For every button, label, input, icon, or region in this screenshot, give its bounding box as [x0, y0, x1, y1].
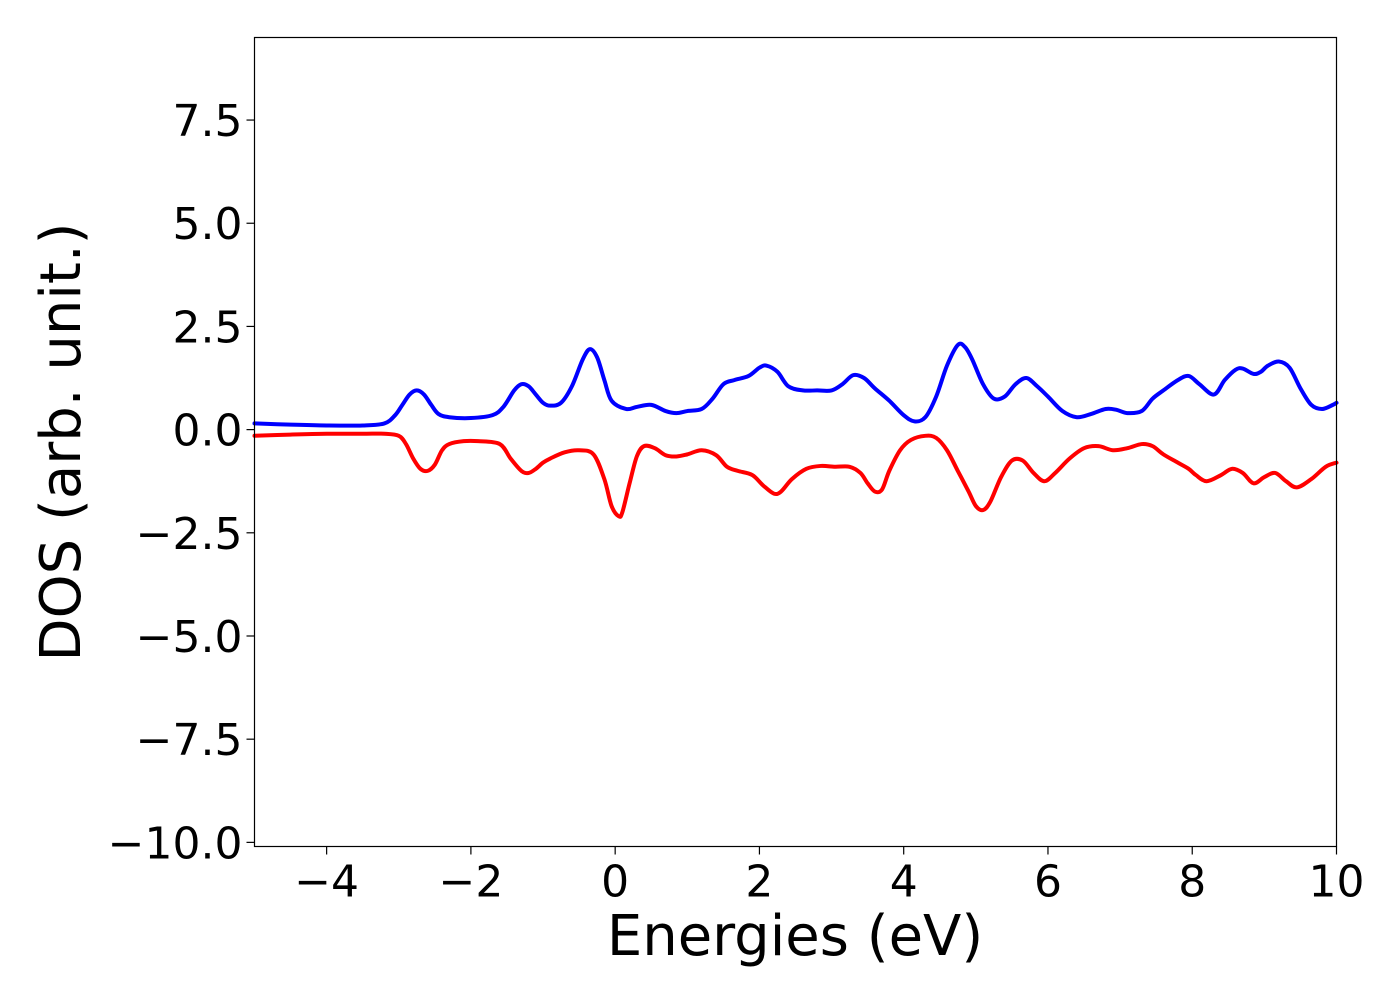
x-tick-label: 4 — [890, 857, 918, 908]
x-tick-label: −4 — [294, 857, 359, 908]
y-tick-label: 5.0 — [173, 199, 243, 250]
y-axis-title: DOS (arb. unit.) — [29, 222, 94, 661]
x-tick-label: 6 — [1034, 857, 1062, 908]
y-tick-label: 2.5 — [173, 302, 243, 353]
x-axis-ticks: −4 −2 0 2 4 6 8 10 — [294, 846, 1365, 908]
x-tick-label: 2 — [745, 857, 773, 908]
series-layer — [252, 341, 1339, 519]
y-tick-label: −7.5 — [136, 715, 243, 766]
x-tick-label: −2 — [438, 857, 503, 908]
y-tick-label: −5.0 — [136, 612, 243, 663]
y-tick-label: −10.0 — [108, 818, 243, 869]
x-tick-label: 0 — [601, 857, 629, 908]
series-line-1 — [252, 431, 1339, 519]
x-tick-label: 10 — [1309, 857, 1365, 908]
x-tick-label: 8 — [1178, 857, 1206, 908]
y-axis-ticks: 7.5 5.0 2.5 0.0 −2.5 −5.0 −7.5 −10.0 — [108, 96, 255, 869]
plot-frame — [253, 36, 1338, 848]
y-tick-label: 0.0 — [173, 406, 243, 457]
series-line-0 — [252, 341, 1339, 428]
y-tick-label: 7.5 — [173, 96, 243, 147]
y-tick-label: −2.5 — [136, 509, 243, 560]
x-axis-title: Energies (eV) — [607, 904, 983, 969]
